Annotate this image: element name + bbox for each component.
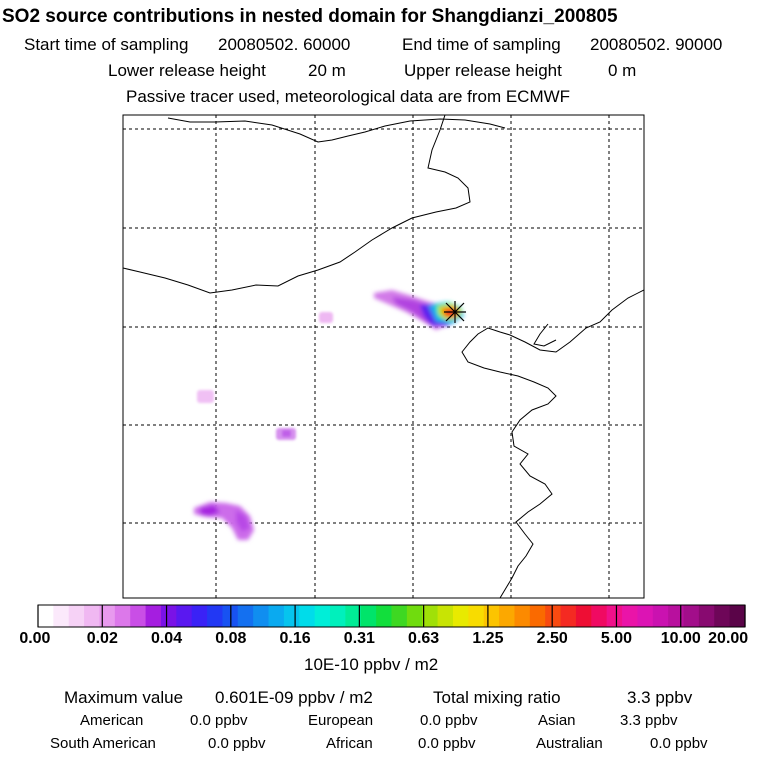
colorbar-tick-label: 0.63 — [408, 630, 440, 647]
colorbar-cell — [683, 605, 700, 627]
upper-release-label: Upper release height — [404, 61, 562, 80]
colorbar-cell — [268, 605, 285, 627]
colorbar-tick-label: 0.08 — [215, 630, 247, 647]
colorbar-cell — [376, 605, 393, 627]
release-site-marker — [444, 301, 466, 323]
lower-release-value: 20 m — [308, 61, 346, 80]
colorbar-tick-label: 0.16 — [279, 630, 311, 647]
colorbar-cell — [514, 605, 531, 627]
colorbar-cell — [114, 605, 131, 627]
region-name: American — [80, 712, 144, 729]
colorbar-tick-label: 10.00 — [660, 630, 701, 647]
end-time-label: End time of sampling — [402, 35, 561, 54]
colorbar-cell — [729, 605, 746, 627]
colorbar-cell — [345, 605, 362, 627]
total-mixing-label: Total mixing ratio — [433, 688, 561, 707]
colorbar-cell — [391, 605, 408, 627]
region-value: 0.0 ppbv — [420, 712, 478, 729]
colorbar-cell — [330, 605, 346, 627]
border-mongolia — [123, 115, 471, 294]
colorbar-cell — [437, 605, 454, 627]
colorbar-cell — [499, 605, 516, 627]
colorbar-cell — [99, 605, 116, 627]
region-name: South American — [50, 735, 156, 752]
colorbar-tick-label: 1.25 — [472, 630, 504, 647]
colorbar-cell — [652, 605, 669, 627]
colorbar-cell — [422, 605, 439, 627]
colorbar-cell — [84, 605, 101, 627]
region-name: Asian — [538, 712, 576, 729]
colorbar-cell — [468, 605, 485, 627]
colorbar-cell — [176, 605, 193, 627]
colorbar — [37, 604, 746, 628]
colorbar-tick-marks — [37, 605, 746, 627]
colorbar-cell — [637, 605, 654, 627]
colorbar-cell — [560, 605, 577, 627]
colorbar-cell — [406, 605, 423, 627]
total-mixing-value: 3.3 ppbv — [627, 688, 693, 707]
colorbar-tick-label: 5.00 — [600, 630, 633, 647]
colorbar-tick-label: 20.00 — [708, 630, 749, 647]
region-value: 3.3 ppbv — [620, 712, 678, 729]
colorbar-tick-label: 0.02 — [86, 630, 118, 647]
end-time-value: 20080502. 90000 — [590, 35, 723, 54]
colorbar-cell — [714, 605, 731, 627]
colorbar-cell — [698, 605, 715, 627]
colorbar-tick-label: 2.50 — [536, 630, 568, 647]
region-value: 0.0 ppbv — [418, 735, 476, 752]
colorbar-tick-label: 0.04 — [150, 630, 183, 647]
colorbar-cell — [237, 605, 254, 627]
start-time-value: 20080502. 60000 — [218, 35, 351, 54]
colorbar-cell — [68, 605, 85, 627]
colorbar-cell — [452, 605, 469, 627]
colorbar-cell — [299, 605, 316, 627]
colorbar-cell — [529, 605, 546, 627]
colorbar-cell — [591, 605, 608, 627]
colorbar-cells — [38, 605, 746, 627]
colorbar-cell — [207, 605, 224, 627]
coastline-east — [461, 289, 644, 598]
lower-release-label: Lower release height — [108, 61, 266, 80]
region-name: European — [308, 712, 374, 729]
colorbar-cell — [314, 605, 331, 627]
colorbar-cell — [53, 605, 70, 627]
colorbar-cell — [360, 605, 377, 627]
colorbar-units: 10E-10 ppbv / m2 — [304, 655, 439, 674]
colorbar-cell — [130, 605, 147, 627]
upper-release-value: 0 m — [608, 61, 637, 80]
coastline-peninsula — [533, 323, 557, 347]
start-time-label: Start time of sampling — [24, 35, 189, 54]
tracer-note: Passive tracer used, meteorological data… — [126, 87, 571, 106]
colorbar-cell — [575, 605, 592, 627]
region-value: 0.0 ppbv — [190, 712, 248, 729]
colorbar-cell — [283, 605, 300, 627]
colorbar-tick-label: 0.00 — [19, 630, 51, 647]
colorbar-cell — [38, 605, 54, 627]
colorbar-cell — [483, 605, 500, 627]
border-north — [167, 117, 506, 143]
colorbar-cell — [545, 605, 562, 627]
colorbar-cell — [253, 605, 270, 627]
region-value: 0.0 ppbv — [650, 735, 708, 752]
max-value-label: Maximum value — [64, 688, 184, 707]
region-name: African — [326, 735, 373, 752]
map-title: SO2 source contributions in nested domai… — [2, 6, 618, 27]
colorbar-cell — [668, 605, 685, 627]
colorbar-cell — [191, 605, 208, 627]
colorbar-cell — [160, 605, 177, 627]
coastlines-borders — [123, 115, 644, 598]
map-frame — [122, 114, 645, 599]
colorbar-cell — [622, 605, 639, 627]
region-value: 0.0 ppbv — [208, 735, 266, 752]
colorbar-cell — [145, 605, 162, 627]
colorbar-cell — [606, 605, 623, 627]
max-value: 0.601E-09 ppbv / m2 — [215, 688, 373, 707]
region-name: Australian — [536, 735, 603, 752]
colorbar-tick-label: 0.31 — [343, 630, 375, 647]
